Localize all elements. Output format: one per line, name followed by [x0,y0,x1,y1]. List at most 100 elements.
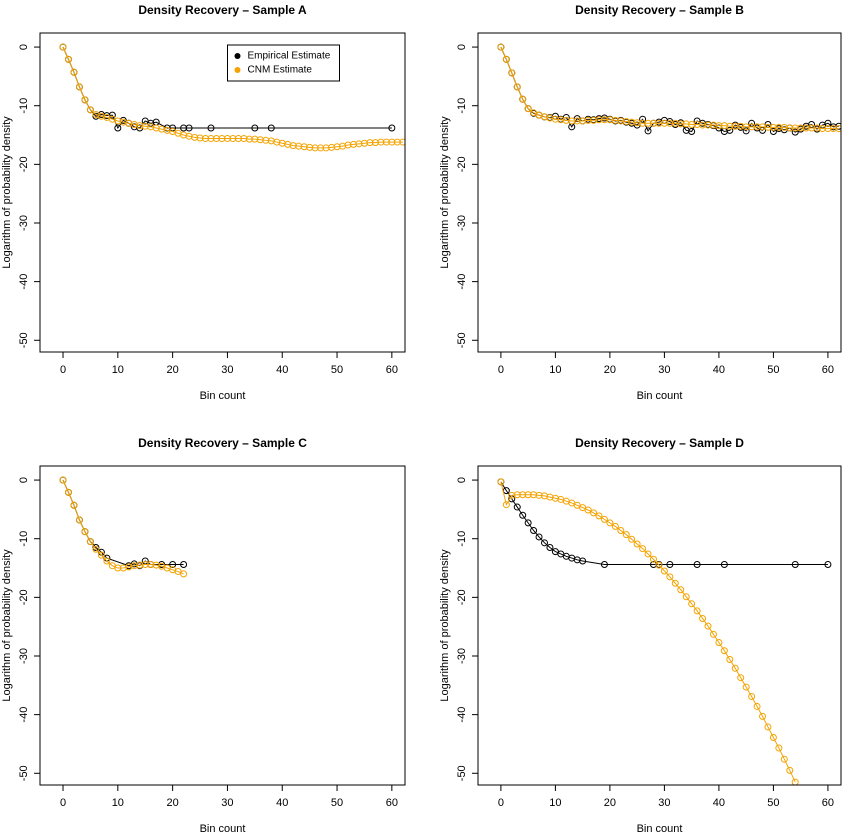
data-point [791,128,799,136]
data-point [693,120,701,128]
y-tick-label: -10 [456,98,468,114]
data-point [502,501,510,509]
data-point [650,555,658,563]
data-point [666,561,674,569]
data-point [677,120,685,128]
data-point [808,124,816,132]
data-point [824,119,832,127]
data-point [75,83,83,91]
data-point [86,538,94,546]
chart-title: Density Recovery – Sample B [575,3,744,17]
data-point [562,116,570,124]
data-point [606,116,614,124]
data-point [551,115,559,123]
data-point [218,135,226,143]
y-tick-label: -40 [18,707,30,723]
data-point [141,561,149,569]
data-point [682,120,690,128]
data-point [103,557,111,565]
series-line [500,46,839,130]
data-point [775,123,783,131]
data-point [688,120,696,128]
data-point [742,123,750,131]
data-point [633,119,641,127]
x-tick-label: 40 [276,364,288,376]
data-point [769,123,777,131]
data-point [791,561,799,569]
x-tick-label: 20 [604,797,616,809]
data-point [86,106,94,114]
data-point [726,122,734,130]
y-tick-label: -50 [456,765,468,781]
y-tick-label: -30 [456,215,468,231]
data-point [769,734,777,742]
data-point [671,579,679,587]
y-tick-label: -50 [18,332,30,348]
data-point [824,561,832,569]
plot-frame [39,32,406,353]
data-point [524,491,532,499]
data-point [753,123,761,131]
data-point [97,551,105,559]
data-point [59,476,67,484]
legend: Empirical Estimate CNM Estimate [227,44,340,82]
data-point [59,43,67,51]
data-point [611,116,619,124]
data-point [595,512,603,520]
x-axis-label: Bin count [637,823,683,835]
x-tick-label: 0 [498,364,504,376]
data-point [388,138,396,146]
series-line [62,479,184,575]
panel: Density Recovery – Sample A Bin count Loga… [1,3,406,402]
data-point [829,125,837,133]
data-point [202,135,210,143]
data-point [748,119,756,127]
data-point [530,491,538,499]
data-point [557,116,565,124]
data-point [535,491,543,499]
data-point [180,570,188,578]
x-tick-label: 20 [167,797,179,809]
series-line [500,481,796,783]
data-point [234,135,242,143]
data-point [207,135,215,143]
data-point [75,516,83,524]
data-point [693,561,701,569]
data-point [682,593,690,601]
data-point [311,144,319,152]
data-point [655,561,663,569]
data-point [502,55,510,63]
y-tick-label: 0 [18,44,30,50]
data-point [229,135,237,143]
data-point [141,557,149,565]
data-point [633,540,641,548]
data-point [813,124,821,132]
x-tick-label: 60 [386,797,398,809]
data-point [114,124,122,132]
data-point [759,123,767,131]
x-tick-label: 30 [658,797,670,809]
y-tick-label: -20 [456,156,468,172]
y-tick-label: -30 [18,648,30,664]
legend-label: CNM Estimate [248,65,313,76]
data-point [764,723,772,731]
data-point [251,124,259,132]
data-point [709,630,717,638]
data-point [737,674,745,682]
data-point [584,116,592,124]
x-tick-label: 20 [167,364,179,376]
data-point [666,119,674,127]
data-point [688,600,696,608]
data-point [791,778,799,785]
x-tick-label: 0 [60,364,66,376]
x-tick-label: 40 [276,797,288,809]
data-point [693,607,701,615]
data-point [650,561,658,569]
data-point [64,488,72,496]
x-tick-label: 40 [713,364,725,376]
y-tick-label: -50 [456,332,468,348]
data-point [180,124,188,132]
data-point [622,531,630,539]
data-point [660,119,668,127]
